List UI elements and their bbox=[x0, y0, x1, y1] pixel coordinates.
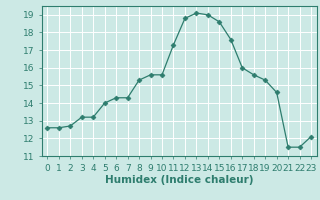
X-axis label: Humidex (Indice chaleur): Humidex (Indice chaleur) bbox=[105, 175, 253, 185]
